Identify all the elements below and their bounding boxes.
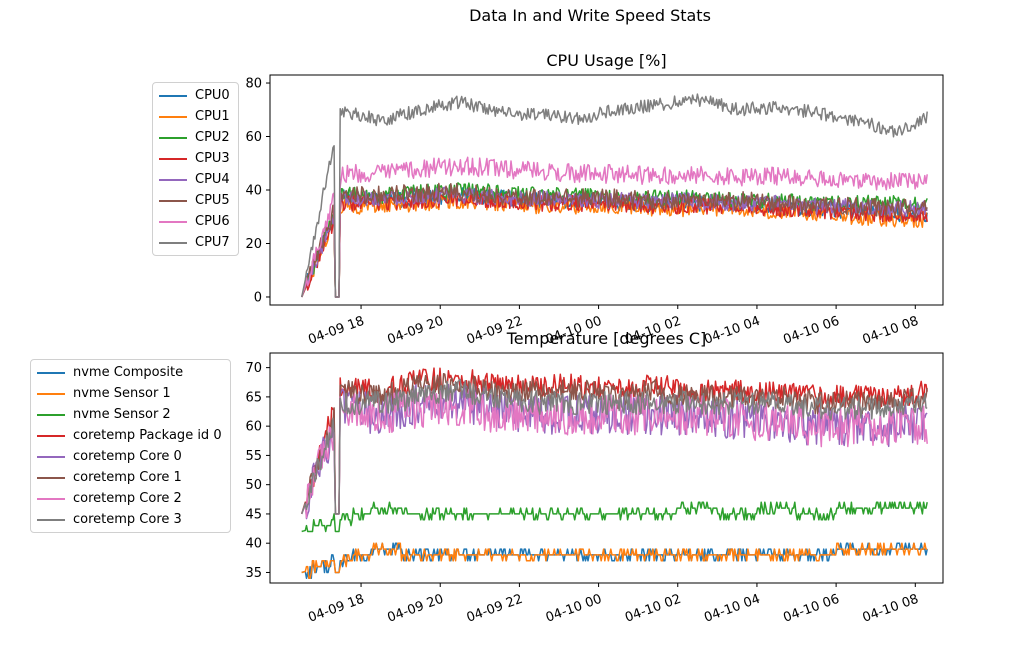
legend-label: CPU1 — [195, 109, 230, 124]
x-tick-label: 04-10 02 — [623, 592, 683, 626]
legend-swatch — [159, 241, 187, 244]
x-tick-label: 04-10 04 — [702, 314, 762, 348]
x-tick-label: 04-10 08 — [861, 314, 921, 348]
x-tick-label: 04-09 20 — [386, 314, 446, 348]
legend-swatch — [159, 157, 187, 160]
y-tick-label: 60 — [245, 420, 262, 435]
legend-swatch — [37, 497, 65, 500]
legend-label: nvme Sensor 1 — [73, 386, 171, 401]
y-tick-label: 35 — [245, 566, 262, 581]
series-lines — [300, 93, 928, 298]
legend-item: CPU4 — [159, 169, 230, 190]
temperature-chart: Temperature [degrees C] 35 40 45 50 55 60 65 70 0… — [245, 329, 944, 626]
legend-swatch — [159, 136, 187, 139]
legend-swatch — [37, 434, 65, 437]
legend-swatch — [37, 518, 65, 521]
series-line-nvme-composite — [301, 542, 928, 580]
legend-swatch — [159, 178, 187, 181]
legend-item: CPU1 — [159, 106, 230, 127]
legend-swatch — [37, 392, 65, 395]
x-tick-label: 04-09 20 — [386, 592, 446, 626]
series-line-nvme-sensor-2 — [301, 501, 928, 533]
legend-swatch — [37, 413, 65, 416]
y-tick-label: 0 — [254, 290, 262, 305]
x-tick-label: 04-10 06 — [781, 314, 841, 348]
x-tick-label: 04-10 00 — [544, 592, 604, 626]
series-line-coretemp-core-1 — [300, 372, 928, 515]
legend-label: CPU6 — [195, 214, 230, 229]
legend-swatch — [159, 94, 187, 97]
legend-item: CPU0 — [159, 85, 230, 106]
legend-swatch — [37, 455, 65, 458]
figure-title: Data In and Write Speed Stats — [469, 6, 711, 25]
y-tick-label: 60 — [245, 130, 262, 145]
chart-title: Temperature [degrees C] — [506, 329, 707, 348]
legend-item: coretemp Core 3 — [37, 509, 222, 530]
legend-item: CPU2 — [159, 127, 230, 148]
series-line-cpu7 — [300, 93, 928, 298]
y-tick-label: 50 — [245, 478, 262, 493]
legend-swatch — [37, 476, 65, 479]
series-line-coretemp-core-3 — [300, 378, 928, 515]
legend-label: CPU2 — [195, 130, 230, 145]
legend-item: coretemp Core 0 — [37, 446, 222, 467]
x-tick-label: 04-09 18 — [306, 314, 366, 348]
cpu-legend: CPU0 CPU1 CPU2 CPU3 CPU4 CPU5 CPU6 CPU7 — [152, 82, 239, 256]
series-line-coretemp-core-2 — [300, 388, 928, 519]
legend-swatch — [159, 199, 187, 202]
legend-label: CPU7 — [195, 235, 230, 250]
series-lines — [300, 367, 928, 580]
legend-label: CPU3 — [195, 151, 230, 166]
series-line-cpu5 — [300, 182, 928, 298]
legend-label: CPU4 — [195, 172, 230, 187]
legend-item: CPU6 — [159, 211, 230, 232]
legend-label: CPU0 — [195, 88, 230, 103]
legend-label: nvme Sensor 2 — [73, 407, 171, 422]
y-tick-label: 45 — [245, 507, 262, 522]
legend-item: nvme Sensor 1 — [37, 383, 222, 404]
legend-item: coretemp Core 2 — [37, 488, 222, 509]
legend-label: coretemp Core 2 — [73, 491, 182, 506]
x-tick-label: 04-10 04 — [702, 592, 762, 626]
series-line-cpu6 — [300, 156, 928, 298]
legend-label: coretemp Core 1 — [73, 470, 182, 485]
x-tick-label: 04-10 08 — [861, 592, 921, 626]
temperature-legend: nvme Composite nvme Sensor 1 nvme Sensor 2… — [30, 359, 231, 533]
legend-item: nvme Sensor 2 — [37, 404, 222, 425]
legend-label: coretemp Package id 0 — [73, 428, 222, 443]
x-tick-label: 04-10 06 — [781, 592, 841, 626]
legend-item: CPU3 — [159, 148, 230, 169]
legend-swatch — [159, 220, 187, 223]
legend-item: coretemp Package id 0 — [37, 425, 222, 446]
legend-swatch — [159, 115, 187, 118]
y-tick-label: 20 — [245, 237, 262, 252]
y-tick-label: 70 — [245, 361, 262, 376]
legend-item: CPU5 — [159, 190, 230, 211]
x-tick-label: 04-09 22 — [465, 592, 525, 626]
legend-label: CPU5 — [195, 193, 230, 208]
y-tick-label: 55 — [245, 449, 262, 464]
series-line-nvme-sensor-1 — [301, 542, 928, 580]
legend-item: nvme Composite — [37, 362, 222, 383]
legend-item: CPU7 — [159, 232, 230, 253]
axes-frame — [269, 352, 944, 584]
legend-swatch — [37, 371, 65, 374]
x-tick-label: 04-09 18 — [306, 592, 366, 626]
y-tick-label: 80 — [245, 77, 262, 92]
cpu-usage-chart: CPU Usage [%] 0 20 40 60 80 04-09 18 04-09 20 04… — [245, 51, 944, 348]
y-tick-label: 65 — [245, 390, 262, 405]
legend-label: coretemp Core 0 — [73, 449, 182, 464]
legend-label: nvme Composite — [73, 365, 184, 380]
y-tick-label: 40 — [245, 184, 262, 199]
y-tick-label: 40 — [245, 537, 262, 552]
legend-label: coretemp Core 3 — [73, 512, 182, 527]
chart-title: CPU Usage [%] — [546, 51, 666, 70]
legend-item: coretemp Core 1 — [37, 467, 222, 488]
